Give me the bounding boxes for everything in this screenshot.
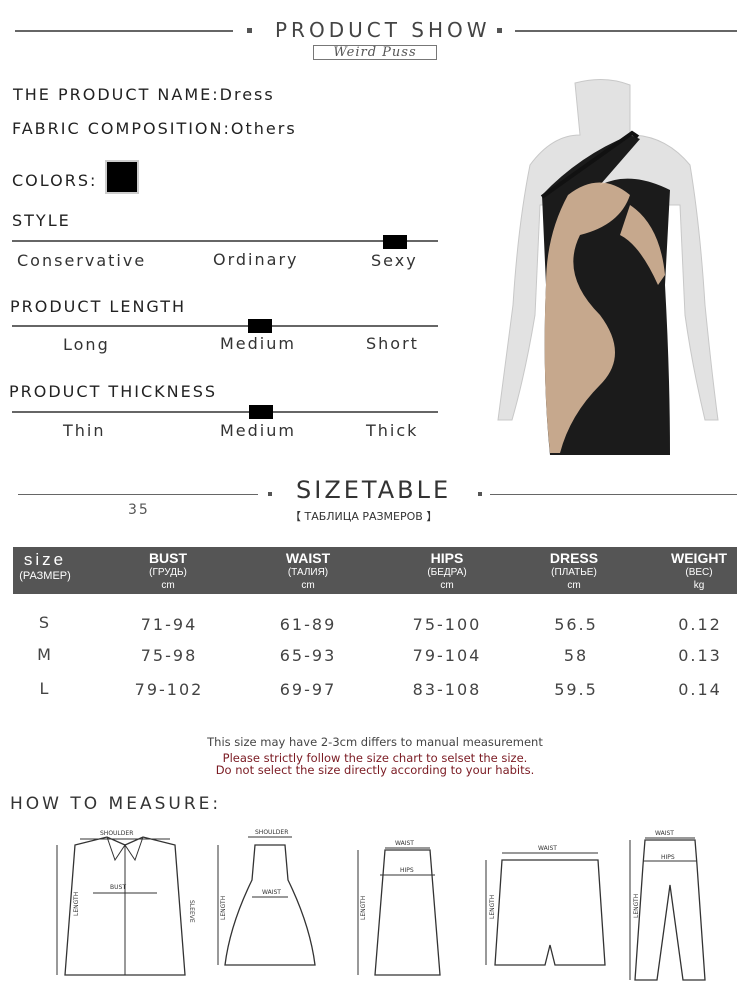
size-table-header: size (РАЗМЕР) BUST (ГРУДЬ) cm WAIST (ТАЛИЯ) c… — [13, 547, 737, 594]
style-title: STYLE — [12, 211, 71, 230]
cell-dress: 58 — [563, 646, 589, 665]
cell-dress: 59.5 — [554, 680, 598, 699]
measurement-note: This size may have 2-3cm differs to manu… — [207, 735, 543, 749]
cell-weight: 0.12 — [678, 615, 722, 634]
thickness-option: Medium — [220, 421, 296, 440]
header-dot — [497, 28, 502, 33]
sizetable-title: SIZETABLE — [296, 476, 452, 504]
svg-text:LENGTH: LENGTH — [220, 896, 227, 920]
header-line-left — [15, 30, 233, 32]
svg-text:HIPS: HIPS — [661, 854, 675, 861]
style-option: Conservative — [17, 251, 147, 270]
col-hips: HIPS (БЕДРА) cm — [427, 550, 467, 591]
style-option: Ordinary — [213, 250, 299, 269]
sizetable-subtitle: 【 ТАБЛИЦА РАЗМЕРОВ 】 — [290, 510, 438, 523]
brand-label: Weird Puss — [313, 45, 437, 60]
cell-hips: 79-104 — [412, 646, 482, 665]
svg-text:LENGTH: LENGTH — [633, 894, 640, 918]
style-option: Sexy — [371, 251, 418, 270]
svg-text:WAIST: WAIST — [262, 889, 281, 896]
warning-note: Do not select the size directly accordin… — [215, 763, 535, 777]
cell-waist: 61-89 — [279, 615, 337, 634]
cell-weight: 0.13 — [678, 646, 722, 665]
svg-text:WAIST: WAIST — [655, 830, 674, 837]
svg-text:SHOULDER: SHOULDER — [255, 829, 288, 836]
thickness-option: Thick — [366, 421, 419, 440]
how-to-measure-title: HOW TO MEASURE: — [10, 794, 222, 814]
col-size: size (РАЗМЕР) — [19, 550, 71, 582]
svg-text:HIPS: HIPS — [400, 867, 414, 874]
col-bust: BUST (ГРУДЬ) cm — [148, 550, 188, 591]
svg-text:LENGTH: LENGTH — [360, 896, 367, 920]
thickness-option: Thin — [63, 421, 106, 440]
col-dress: DRESS (ПЛАТЬЕ) cm — [549, 550, 599, 591]
dress-measure-illustration: SHOULDER WAIST LENGTH — [217, 829, 316, 966]
cell-hips: 75-100 — [412, 615, 482, 634]
col-weight: WEIGHT (ВЕС) kg — [671, 550, 727, 591]
page-title: PRODUCT SHOW — [275, 18, 491, 42]
sizetable-number: 35 — [128, 502, 150, 518]
style-scale-line — [12, 240, 438, 242]
svg-text:LENGTH: LENGTH — [73, 892, 80, 916]
header-dot — [478, 492, 482, 496]
colors-label: COLORS: — [12, 171, 98, 190]
cell-bust: 75-98 — [140, 646, 198, 665]
svg-text:WAIST: WAIST — [395, 840, 414, 847]
thickness-scale-line — [12, 411, 438, 413]
pants-measure-illustration: WAIST HIPS LENGTH — [629, 830, 706, 981]
cell-size: M — [37, 645, 53, 664]
shorts-measure-illustration: WAIST LENGTH — [485, 845, 606, 966]
length-option: Short — [366, 334, 419, 353]
header-dot — [268, 492, 272, 496]
svg-text:BUST: BUST — [110, 884, 126, 891]
length-option: Long — [63, 335, 110, 354]
svg-text:LENGTH: LENGTH — [489, 895, 496, 919]
color-swatch-black[interactable] — [105, 160, 139, 194]
length-title: PRODUCT LENGTH — [10, 297, 187, 316]
product-photo — [480, 75, 740, 460]
sizetable-line-right — [490, 494, 737, 495]
cell-bust: 79-102 — [134, 680, 204, 699]
product-name: THE PRODUCT NAME:Dress — [13, 85, 275, 104]
skirt-measure-illustration: WAIST HIPS LENGTH — [357, 840, 441, 976]
thickness-marker — [249, 405, 273, 419]
cell-bust: 71-94 — [140, 615, 198, 634]
cell-size: L — [39, 679, 51, 698]
svg-text:WAIST: WAIST — [538, 845, 557, 852]
length-scale-line — [12, 325, 438, 327]
sizetable-line-left — [18, 494, 258, 495]
length-marker — [248, 319, 272, 333]
fabric-composition: FABRIC COMPOSITION:Others — [12, 119, 297, 138]
header-dot — [247, 28, 252, 33]
svg-text:SLEEVE: SLEEVE — [188, 900, 195, 923]
cell-weight: 0.14 — [678, 680, 722, 699]
svg-text:SHOULDER: SHOULDER — [100, 830, 133, 837]
thickness-title: PRODUCT THICKNESS — [9, 382, 217, 401]
warning-note: Please strictly follow the size chart to… — [222, 751, 528, 765]
header-line-right — [515, 30, 737, 32]
cell-dress: 56.5 — [554, 615, 598, 634]
col-waist: WAIST (ТАЛИЯ) cm — [285, 550, 331, 591]
cell-size: S — [38, 613, 52, 632]
style-marker — [383, 235, 407, 249]
length-option: Medium — [220, 334, 296, 353]
cell-waist: 65-93 — [279, 646, 337, 665]
cell-hips: 83-108 — [412, 680, 482, 699]
jacket-measure-illustration: SHOULDER BUST LENGTH SLEEVE — [56, 830, 195, 976]
cell-waist: 69-97 — [279, 680, 337, 699]
